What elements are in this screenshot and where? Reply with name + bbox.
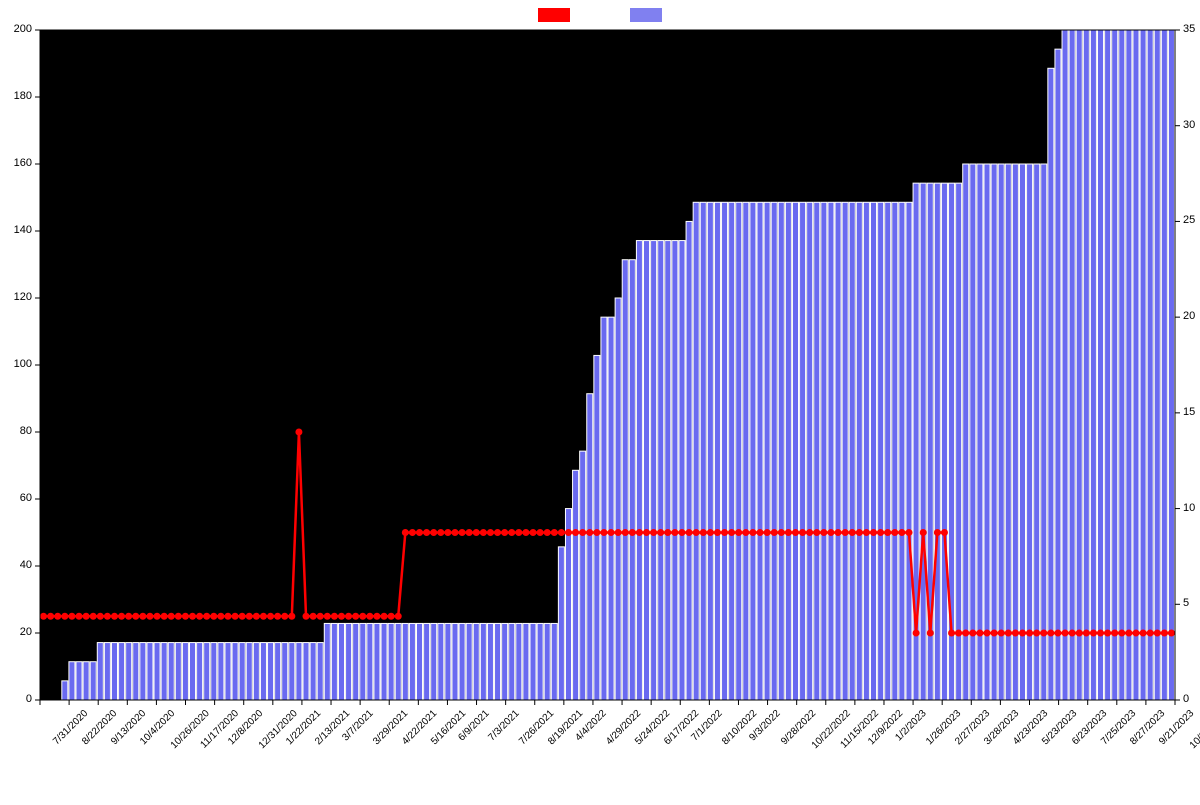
y-right-tick-label: 0	[1183, 693, 1189, 705]
y-left-tick-label: 20	[20, 626, 32, 638]
y-left-tick-label: 120	[14, 291, 32, 303]
y-right-tick-label: 30	[1183, 119, 1195, 131]
legend-swatch-bar	[630, 8, 662, 22]
combo-chart: 0 20 40 60 80 100 120 140 160 180 200 0 5 10 15 20 25 30…	[0, 0, 1200, 800]
y-left-tick-label: 160	[14, 157, 32, 169]
y-left-tick-label: 180	[14, 90, 32, 102]
y-left-tick-label: 80	[20, 425, 32, 437]
y-right-tick-label: 25	[1183, 214, 1195, 226]
legend-item-line	[538, 8, 570, 22]
chart-svg	[0, 0, 1200, 800]
y-left-tick-label: 40	[20, 559, 32, 571]
y-left-tick-label: 140	[14, 224, 32, 236]
y-left-tick-label: 60	[20, 492, 32, 504]
y-right-tick-label: 35	[1183, 23, 1195, 35]
legend-swatch-line	[538, 8, 570, 22]
legend	[0, 8, 1200, 22]
y-left-tick-label: 0	[26, 693, 32, 705]
y-right-tick-label: 5	[1183, 597, 1189, 609]
y-right-tick-label: 10	[1183, 502, 1195, 514]
legend-item-bar	[630, 8, 662, 22]
y-left-tick-label: 100	[14, 358, 32, 370]
y-left-tick-label: 200	[14, 23, 32, 35]
y-right-tick-label: 20	[1183, 310, 1195, 322]
y-right-tick-label: 15	[1183, 406, 1195, 418]
